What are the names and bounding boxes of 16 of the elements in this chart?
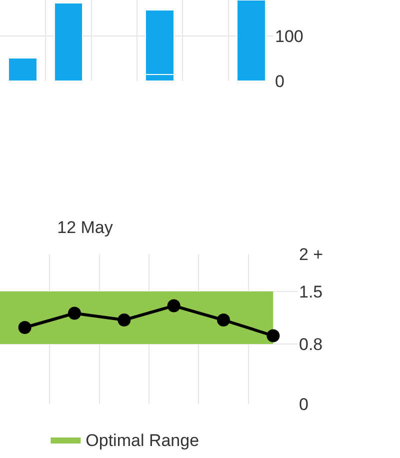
point (266, 329, 280, 342)
legend-label: Optimal Range (86, 431, 200, 450)
y-tick-label: 0 (299, 394, 308, 414)
point (118, 314, 131, 326)
point (68, 306, 81, 320)
bar (8, 58, 38, 81)
y-tick-label: 2 + (299, 244, 324, 264)
point (18, 321, 32, 334)
chart-title: 12 May (57, 218, 114, 237)
y-tick-label: 1.5 (299, 282, 323, 302)
y-tick-label: 0 (275, 72, 284, 91)
point (167, 299, 180, 312)
y-tick-label: 0.8 (299, 334, 323, 354)
y-tick-label: 100 (275, 26, 304, 46)
point (217, 314, 230, 326)
bar (54, 2, 84, 81)
